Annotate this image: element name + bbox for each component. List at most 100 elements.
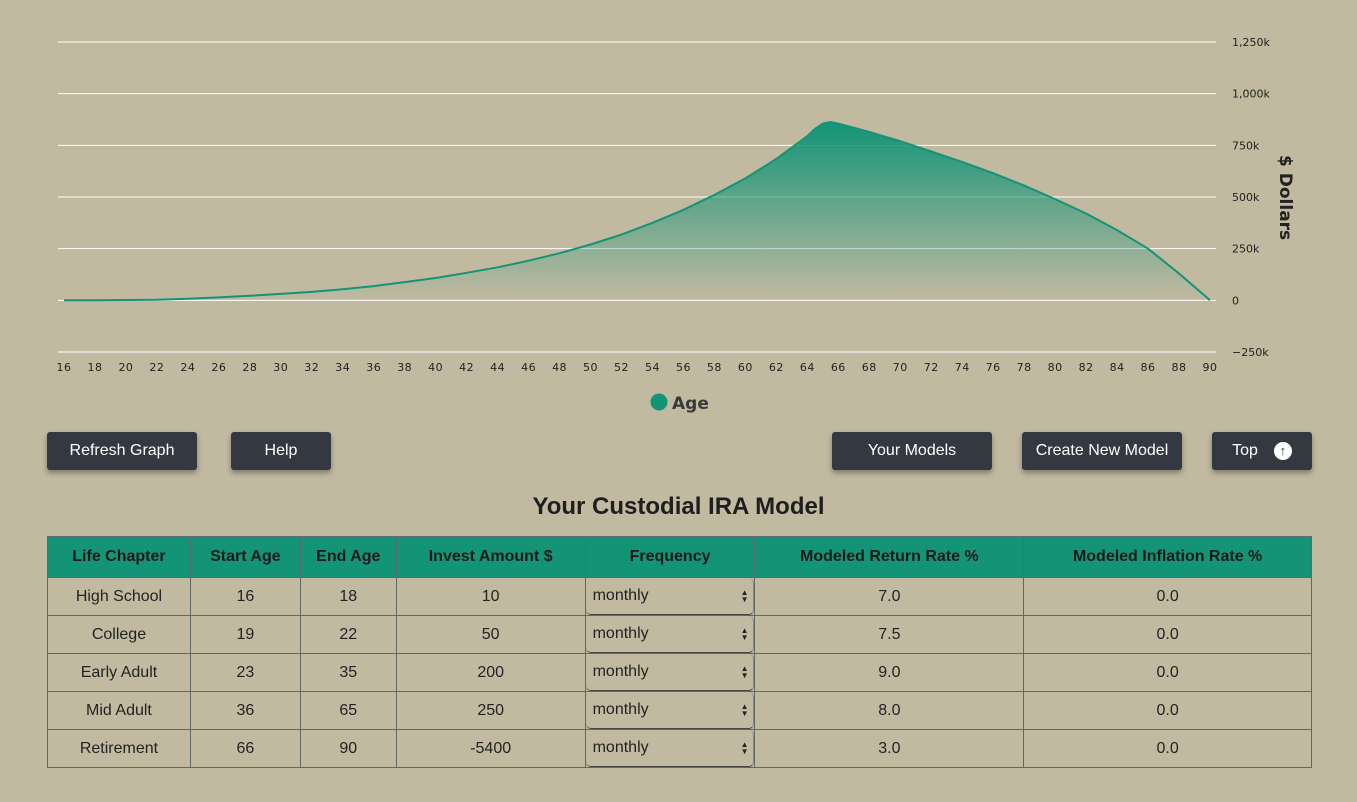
frequency-value: monthly <box>592 701 649 718</box>
table-row: College 19 22 50 monthly ▲ ▼ 7.5 0.0 <box>47 615 1312 654</box>
x-tick-label: 36 <box>366 361 381 374</box>
x-tick-label: 70 <box>893 361 908 374</box>
table-header-row: Life Chapter Start Age End Age Invest Am… <box>47 536 1312 578</box>
table-row: Retirement 66 90 -5400 monthly ▲ ▼ 3.0 0.… <box>47 729 1312 768</box>
y-tick-label: 250k <box>1232 243 1260 256</box>
legend-marker[interactable] <box>650 393 668 411</box>
cell-inflation-rate[interactable]: 0.0 <box>1023 729 1312 768</box>
retirement-chart: 16 18 20 22 24 26 28 30 32 34 36 38 40 42 44 46 48 50 52 54… <box>57 36 1296 414</box>
cell-start-age[interactable]: 16 <box>189 577 301 616</box>
cell-life-chapter[interactable]: Mid Adult <box>47 691 191 730</box>
frequency-select[interactable]: monthly ▲ ▼ <box>585 730 755 767</box>
header-invest-amount: Invest Amount $ <box>395 536 586 578</box>
top-button[interactable]: Top ↑ <box>1212 432 1312 470</box>
cell-end-age[interactable]: 35 <box>299 653 397 692</box>
cell-return-rate[interactable]: 7.5 <box>754 615 1025 654</box>
x-tick-label: 50 <box>583 361 598 374</box>
help-button[interactable]: Help <box>231 432 331 470</box>
table-row: Early Adult 23 35 200 monthly ▲ ▼ 9.0 0.0 <box>47 653 1312 692</box>
cell-return-rate[interactable]: 3.0 <box>754 729 1025 768</box>
frequency-select[interactable]: monthly ▲ ▼ <box>585 654 755 691</box>
y-tick-label: −250k <box>1232 346 1269 359</box>
x-tick-label: 82 <box>1079 361 1094 374</box>
cell-start-age[interactable]: 19 <box>189 615 301 654</box>
cell-invest-amount[interactable]: 250 <box>395 691 586 730</box>
cell-frequency: monthly ▲ ▼ <box>584 615 756 654</box>
cell-frequency: monthly ▲ ▼ <box>584 691 756 730</box>
cell-invest-amount[interactable]: 50 <box>395 615 586 654</box>
frequency-select[interactable]: monthly ▲ ▼ <box>585 692 755 729</box>
x-tick-label: 52 <box>614 361 629 374</box>
select-arrows-icon: ▲ ▼ <box>740 702 749 718</box>
select-arrows-icon: ▲ ▼ <box>740 664 749 680</box>
cell-return-rate[interactable]: 7.0 <box>754 577 1025 616</box>
x-tick-label: 78 <box>1017 361 1032 374</box>
legend-label[interactable]: Age <box>672 394 709 414</box>
header-end-age: End Age <box>299 536 397 578</box>
x-tick-label: 34 <box>335 361 350 374</box>
x-tick-label: 30 <box>273 361 288 374</box>
cell-inflation-rate[interactable]: 0.0 <box>1023 577 1312 616</box>
cell-life-chapter[interactable]: High School <box>47 577 191 616</box>
x-tick-label: 46 <box>521 361 536 374</box>
table-row: Mid Adult 36 65 250 monthly ▲ ▼ 8.0 0.0 <box>47 691 1312 730</box>
x-tick-label: 60 <box>738 361 753 374</box>
select-arrows-icon: ▲ ▼ <box>740 740 749 756</box>
x-tick-label: 22 <box>149 361 164 374</box>
select-arrows-icon: ▲ ▼ <box>740 626 749 642</box>
y-tick-label: 750k <box>1232 139 1260 152</box>
x-tick-label: 54 <box>645 361 660 374</box>
cell-start-age[interactable]: 36 <box>189 691 301 730</box>
table-row: High School 16 18 10 monthly ▲ ▼ 7.0 0.0 <box>47 577 1312 616</box>
x-tick-label: 80 <box>1048 361 1063 374</box>
header-start-age: Start Age <box>189 536 301 578</box>
cell-start-age[interactable]: 66 <box>189 729 301 768</box>
cell-end-age[interactable]: 22 <box>299 615 397 654</box>
cell-end-age[interactable]: 65 <box>299 691 397 730</box>
chart-area: 16 18 20 22 24 26 28 30 32 34 36 38 40 42 44 46 48 50 52 54… <box>57 36 1296 414</box>
x-tick-label: 68 <box>862 361 877 374</box>
your-models-button[interactable]: Your Models <box>832 432 992 470</box>
y-axis-label: $ Dollars <box>1275 155 1295 240</box>
cell-return-rate[interactable]: 9.0 <box>754 653 1025 692</box>
select-arrows-icon: ▲ ▼ <box>740 588 749 604</box>
x-tick-label: 90 <box>1203 361 1218 374</box>
cell-inflation-rate[interactable]: 0.0 <box>1023 615 1312 654</box>
header-frequency: Frequency <box>584 536 756 578</box>
header-return-rate: Modeled Return Rate % <box>754 536 1025 578</box>
x-tick-label: 66 <box>831 361 846 374</box>
cell-end-age[interactable]: 90 <box>299 729 397 768</box>
y-tick-label: 1,000k <box>1232 88 1270 101</box>
balance-area <box>64 122 1210 301</box>
cell-invest-amount[interactable]: -5400 <box>395 729 586 768</box>
header-life-chapter: Life Chapter <box>47 536 191 578</box>
page-title: Your Custodial IRA Model <box>532 493 825 520</box>
frequency-select[interactable]: monthly ▲ ▼ <box>585 578 755 615</box>
frequency-value: monthly <box>592 663 649 680</box>
cell-frequency: monthly ▲ ▼ <box>584 729 756 768</box>
x-tick-label: 84 <box>1110 361 1125 374</box>
frequency-select[interactable]: monthly ▲ ▼ <box>585 616 755 653</box>
cell-life-chapter[interactable]: Retirement <box>47 729 191 768</box>
y-tick-label: 1,250k <box>1232 36 1270 49</box>
cell-invest-amount[interactable]: 10 <box>395 577 586 616</box>
cell-inflation-rate[interactable]: 0.0 <box>1023 691 1312 730</box>
x-tick-label: 42 <box>459 361 474 374</box>
cell-inflation-rate[interactable]: 0.0 <box>1023 653 1312 692</box>
cell-end-age[interactable]: 18 <box>299 577 397 616</box>
x-tick-label: 88 <box>1172 361 1187 374</box>
cell-return-rate[interactable]: 8.0 <box>754 691 1025 730</box>
create-new-model-button[interactable]: Create New Model <box>1022 432 1182 470</box>
x-tick-label: 44 <box>490 361 505 374</box>
cell-invest-amount[interactable]: 200 <box>395 653 586 692</box>
refresh-graph-button[interactable]: Refresh Graph <box>47 432 197 470</box>
x-tick-label: 56 <box>676 361 691 374</box>
cell-frequency: monthly ▲ ▼ <box>584 577 756 616</box>
x-tick-label: 74 <box>955 361 970 374</box>
x-tick-label: 32 <box>304 361 319 374</box>
cell-life-chapter[interactable]: Early Adult <box>47 653 191 692</box>
cell-life-chapter[interactable]: College <box>47 615 191 654</box>
cell-start-age[interactable]: 23 <box>189 653 301 692</box>
x-tick-label: 86 <box>1141 361 1156 374</box>
top-button-label: Top <box>1232 442 1258 459</box>
